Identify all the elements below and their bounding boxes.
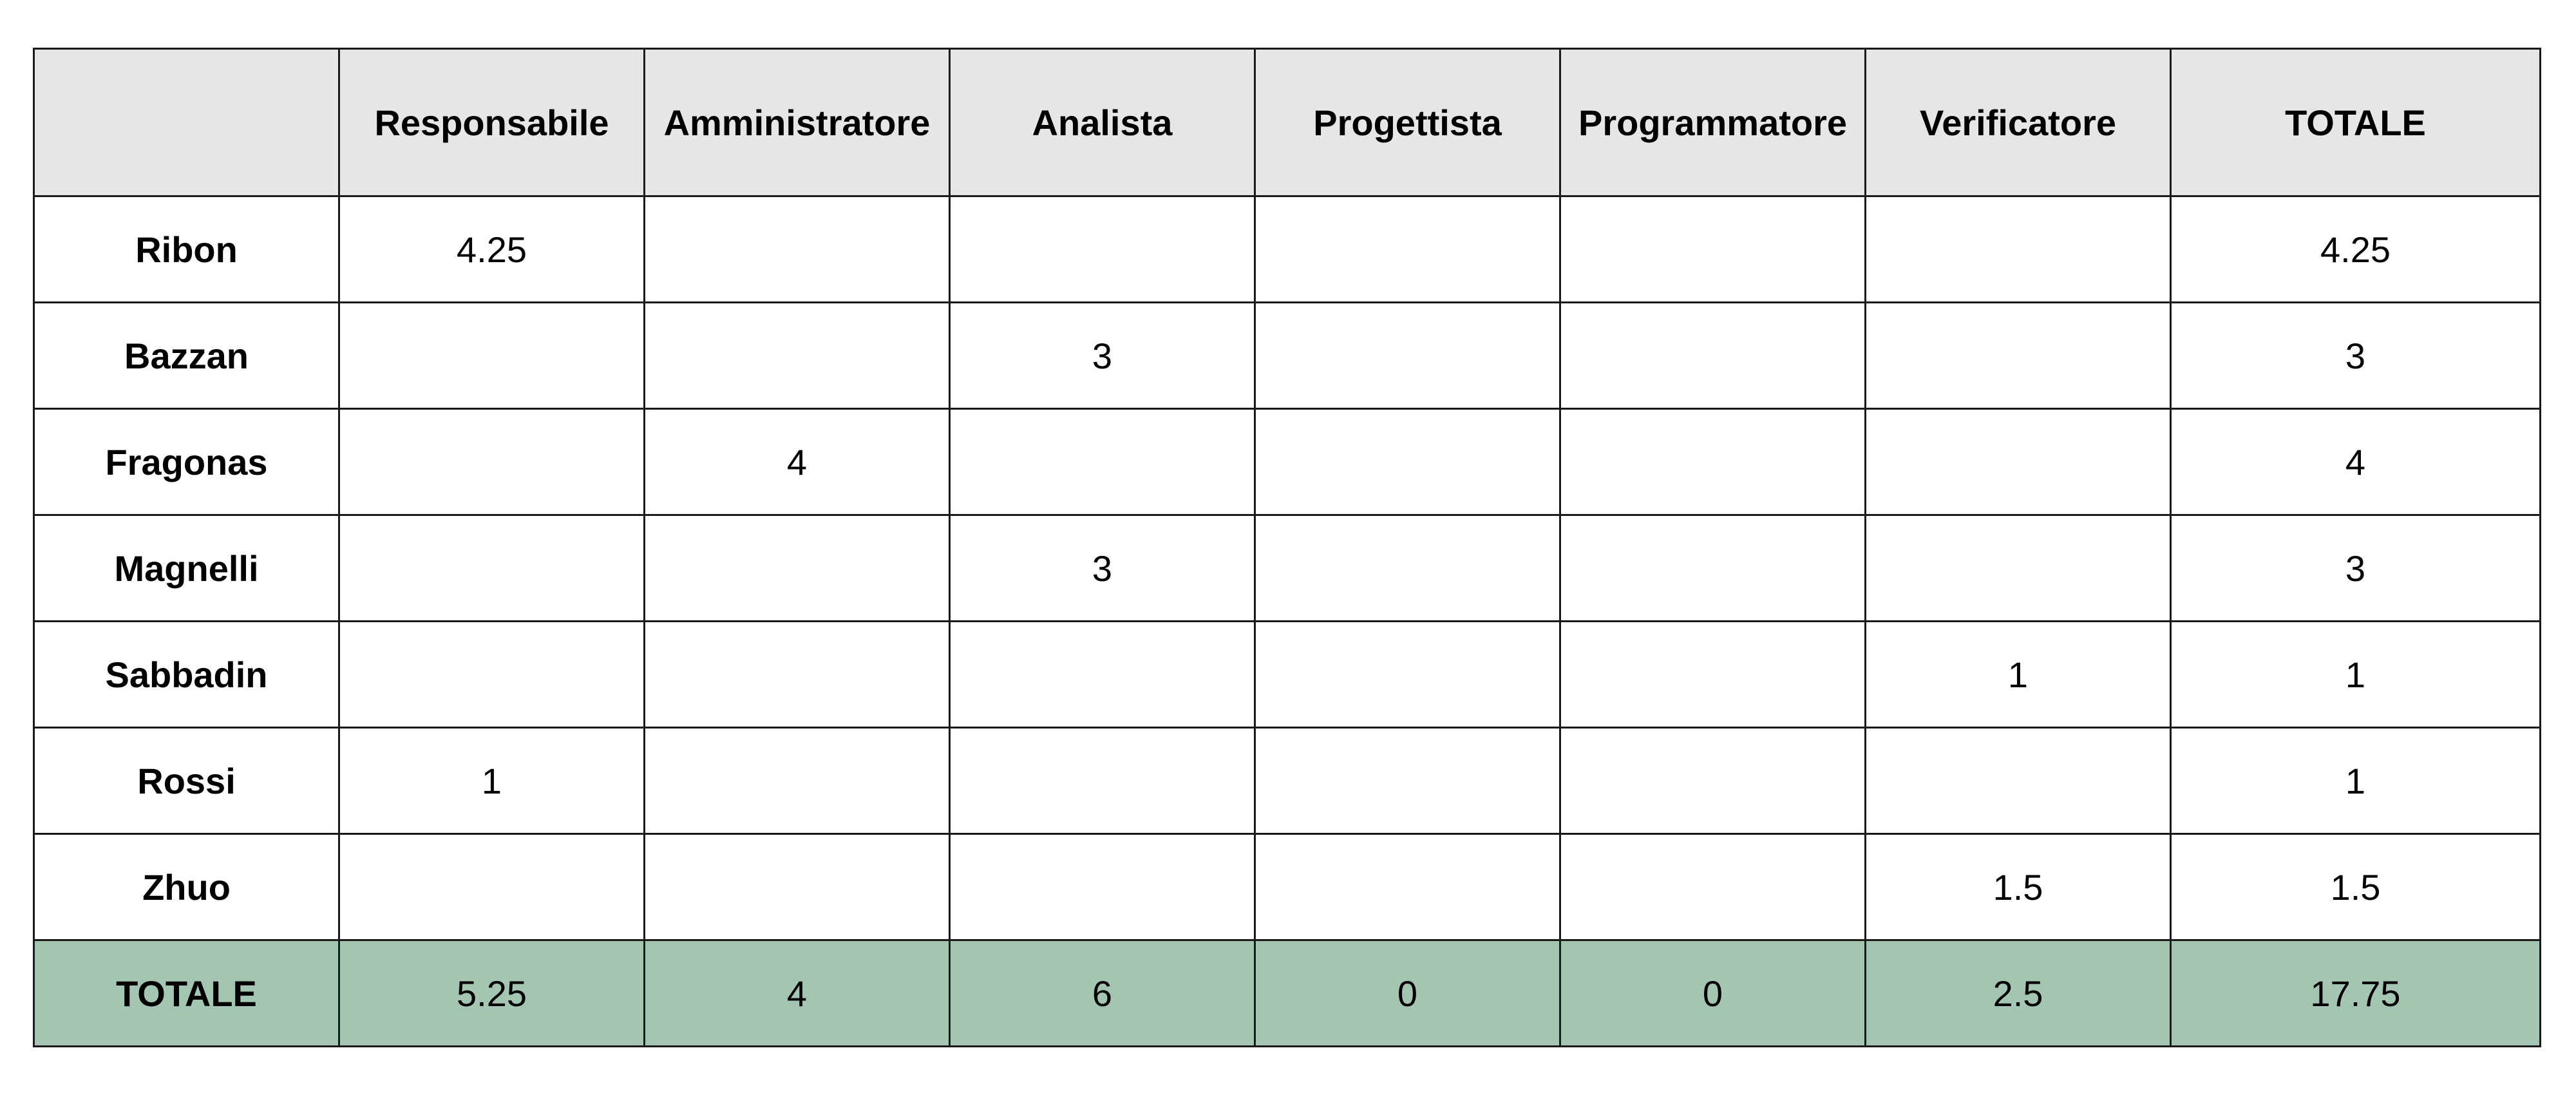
row-total-cell: 1 (2170, 620, 2541, 728)
hours-table: Responsabile Amministratore Analista Pro… (33, 48, 2541, 1047)
hours-cell (1254, 727, 1561, 835)
hours-cell: 1 (1864, 620, 2172, 728)
table-row: Ribon 4.25 4.25 (33, 195, 2541, 303)
hours-cell (1559, 727, 1866, 835)
hours-cell (643, 195, 951, 303)
hours-cell (1864, 514, 2172, 622)
row-label: Ribon (33, 195, 340, 303)
hours-cell: 4 (643, 408, 951, 516)
hours-cell (949, 833, 1256, 941)
totals-row-label: TOTALE (33, 939, 340, 1047)
table-row: Bazzan 3 3 (33, 301, 2541, 410)
hours-cell (338, 408, 645, 516)
row-label: Magnelli (33, 514, 340, 622)
row-label: Zhuo (33, 833, 340, 941)
hours-cell: 4.25 (338, 195, 645, 303)
hours-cell (338, 514, 645, 622)
row-label: Rossi (33, 727, 340, 835)
row-total-cell: 3 (2170, 301, 2541, 410)
hours-cell (643, 301, 951, 410)
totals-row: TOTALE 5.25 4 6 0 0 2.5 17.75 (33, 939, 2541, 1047)
hours-cell (338, 833, 645, 941)
totals-cell: 2.5 (1864, 939, 2172, 1047)
hours-cell (338, 301, 645, 410)
table-body: Ribon 4.25 4.25 Bazzan 3 3 Fragonas 4 4 Magnelli 3… (33, 195, 2541, 941)
column-header: Verificatore (1864, 48, 2172, 197)
hours-cell (1254, 195, 1561, 303)
hours-cell (949, 195, 1256, 303)
table-row: Rossi 1 1 (33, 727, 2541, 835)
grand-total-cell: 17.75 (2170, 939, 2541, 1047)
hours-cell (949, 408, 1256, 516)
table-header: Responsabile Amministratore Analista Pro… (33, 48, 2541, 197)
hours-cell: 1.5 (1864, 833, 2172, 941)
hours-cell (1559, 620, 1866, 728)
hours-cell (949, 727, 1256, 835)
column-header: Responsabile (338, 48, 645, 197)
table-row: Magnelli 3 3 (33, 514, 2541, 622)
row-total-cell: 4 (2170, 408, 2541, 516)
totals-cell: 0 (1559, 939, 1866, 1047)
header-row: Responsabile Amministratore Analista Pro… (33, 48, 2541, 197)
column-header: Analista (949, 48, 1256, 197)
totals-cell: 5.25 (338, 939, 645, 1047)
hours-cell (1559, 195, 1866, 303)
column-header: Amministratore (643, 48, 951, 197)
column-header-total: TOTALE (2170, 48, 2541, 197)
table-row: Zhuo 1.5 1.5 (33, 833, 2541, 941)
hours-cell (643, 833, 951, 941)
row-label: Sabbadin (33, 620, 340, 728)
row-total-cell: 3 (2170, 514, 2541, 622)
hours-cell: 1 (338, 727, 645, 835)
hours-cell (1864, 408, 2172, 516)
totals-cell: 6 (949, 939, 1256, 1047)
hours-cell (643, 620, 951, 728)
row-total-cell: 4.25 (2170, 195, 2541, 303)
column-header: Progettista (1254, 48, 1561, 197)
hours-cell (1559, 833, 1866, 941)
table-row: Fragonas 4 4 (33, 408, 2541, 516)
hours-cell (1864, 301, 2172, 410)
hours-cell (338, 620, 645, 728)
hours-cell (1254, 514, 1561, 622)
table-row: Sabbadin 1 1 (33, 620, 2541, 728)
hours-cell: 3 (949, 514, 1256, 622)
hours-cell (643, 727, 951, 835)
hours-cell (1559, 514, 1866, 622)
hours-cell (1864, 195, 2172, 303)
hours-cell (1864, 727, 2172, 835)
hours-cell (1254, 620, 1561, 728)
corner-cell (33, 48, 340, 197)
hours-cell (1254, 301, 1561, 410)
column-header: Programmatore (1559, 48, 1866, 197)
row-label: Fragonas (33, 408, 340, 516)
hours-cell (1254, 833, 1561, 941)
table-footer: TOTALE 5.25 4 6 0 0 2.5 17.75 (33, 939, 2541, 1047)
row-total-cell: 1.5 (2170, 833, 2541, 941)
hours-cell (949, 620, 1256, 728)
hours-cell (1559, 408, 1866, 516)
row-label: Bazzan (33, 301, 340, 410)
hours-cell (643, 514, 951, 622)
row-total-cell: 1 (2170, 727, 2541, 835)
hours-cell: 3 (949, 301, 1256, 410)
hours-cell (1254, 408, 1561, 516)
totals-cell: 0 (1254, 939, 1561, 1047)
hours-cell (1559, 301, 1866, 410)
totals-cell: 4 (643, 939, 951, 1047)
